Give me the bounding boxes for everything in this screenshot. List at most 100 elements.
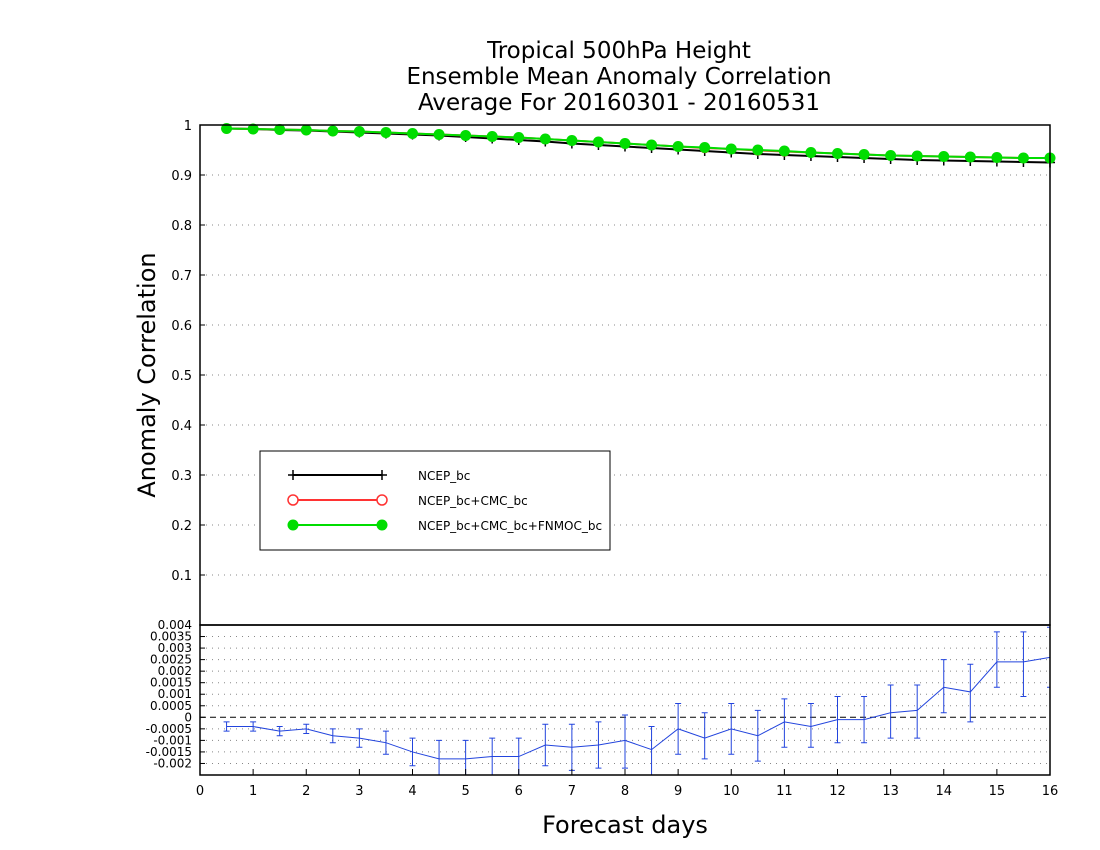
x-tick-label: 10 <box>723 784 740 799</box>
series-point-2 <box>300 124 312 136</box>
x-tick-label: 13 <box>882 784 899 799</box>
x-tick-label: 14 <box>935 784 952 799</box>
error-bar <box>382 730 389 755</box>
difference-line <box>226 656 1050 760</box>
legend-label-ncep-bc: NCEP_bc <box>418 469 470 483</box>
error-bar <box>489 737 496 775</box>
error-bar <box>754 709 761 762</box>
series-point-2 <box>566 135 578 146</box>
top-y-tick-label: 0.8 <box>171 219 192 234</box>
error-bar <box>728 702 735 755</box>
bottom-y-tick-label: -0.0015 <box>146 745 192 759</box>
legend-item-ncep-cmc-fnmoc: NCEP_bc+CMC_bc+FNMOC_bc <box>287 519 602 533</box>
error-bar <box>303 723 310 734</box>
series-point-2 <box>592 136 604 148</box>
bottom-y-tick-label: 0.002 <box>158 664 192 678</box>
series-point-2 <box>327 125 339 137</box>
bottom-y-tick-label: 0 <box>184 710 192 724</box>
x-tick-label: 3 <box>355 784 363 799</box>
series-point-2 <box>938 151 950 162</box>
bottom-y-tick-label: 0.0025 <box>150 653 192 667</box>
error-bar <box>356 728 363 748</box>
top-y-tick-label: 1 <box>184 119 192 134</box>
top-y-tick-label: 0.9 <box>171 169 192 184</box>
x-tick-label: 6 <box>515 784 523 799</box>
series-point-2 <box>353 126 365 137</box>
chart-title-line-3: Average For 20160301 - 20160531 <box>418 90 820 116</box>
error-bar <box>940 659 947 714</box>
error-bar <box>250 721 257 732</box>
series-point-2 <box>699 142 711 153</box>
axis-ticks: 0.10.20.30.40.50.60.70.80.91-0.002-0.001… <box>146 119 1059 799</box>
series-point-2 <box>274 124 286 135</box>
bottom-y-tick-label: 0.0035 <box>150 630 192 644</box>
x-tick-label: 7 <box>568 784 576 799</box>
x-tick-label: 0 <box>196 784 204 799</box>
top-y-tick-label: 0.2 <box>171 519 192 534</box>
bottom-y-tick-label: 0.003 <box>158 641 192 655</box>
series-point-2 <box>513 132 525 143</box>
series-point-2 <box>832 148 843 159</box>
error-bar <box>807 702 814 748</box>
series-point-2 <box>911 150 923 162</box>
series-line-0 <box>226 127 1051 164</box>
error-bar <box>967 663 974 723</box>
top-y-tick-label: 0.4 <box>171 419 192 434</box>
bottom-y-tick-label: 0.004 <box>158 618 192 632</box>
bottom-y-tick-label: -0.001 <box>153 733 192 747</box>
bottom-panel-series <box>223 626 1050 775</box>
error-bar <box>595 721 602 769</box>
top-y-tick-label: 0.5 <box>171 369 192 384</box>
series-point-2 <box>725 143 737 155</box>
series-point-2 <box>805 147 817 158</box>
bottom-panel-gridlines <box>200 636 1050 764</box>
top-y-tick-label: 0.3 <box>171 469 192 484</box>
x-tick-label: 4 <box>408 784 416 799</box>
x-tick-label: 1 <box>249 784 257 799</box>
series-point-2 <box>672 141 684 152</box>
difference-series <box>223 626 1050 775</box>
legend-label-ncep-cmc-fnmoc: NCEP_bc+CMC_bc+FNMOC_bc <box>418 519 602 533</box>
legend-item-ncep-bc: NCEP_bc <box>288 469 470 483</box>
series-point-2 <box>1017 152 1029 164</box>
top-y-tick-label: 0.7 <box>171 269 192 284</box>
series-point-2 <box>778 145 790 157</box>
error-bar <box>1020 631 1027 698</box>
bottom-y-tick-label: -0.0005 <box>146 722 192 736</box>
top-panel-series <box>221 123 1056 168</box>
series-point-2 <box>646 139 658 151</box>
series-point-2 <box>964 151 976 163</box>
x-tick-label: 8 <box>621 784 629 799</box>
series-point-2 <box>460 130 472 141</box>
bottom-y-tick-label: 0.0005 <box>150 699 192 713</box>
error-bar <box>701 712 708 760</box>
series-point-2 <box>858 149 870 160</box>
y-axis-title: Anomaly Correlation <box>133 252 161 497</box>
x-tick-label: 9 <box>674 784 682 799</box>
error-bar <box>887 684 894 739</box>
series-point-2 <box>539 133 551 145</box>
x-tick-label: 15 <box>989 784 1006 799</box>
series-point-2 <box>433 129 445 140</box>
bottom-y-tick-label: 0.0015 <box>150 676 192 690</box>
bottom-panel-frame <box>199 624 1051 776</box>
x-tick-label: 11 <box>776 784 793 799</box>
series-point-2 <box>247 123 259 135</box>
series-point-2 <box>619 138 631 149</box>
error-bar <box>276 726 283 737</box>
error-bar <box>675 702 682 755</box>
series-point-2 <box>752 144 764 156</box>
error-bar <box>1047 626 1050 688</box>
series-point-2 <box>991 152 1003 163</box>
legend-label-ncep-cmc: NCEP_bc+CMC_bc <box>418 494 528 508</box>
error-bar <box>861 696 868 744</box>
top-y-tick-label: 0.1 <box>171 569 192 584</box>
series-point-2 <box>380 127 392 138</box>
x-tick-label: 12 <box>829 784 846 799</box>
error-bar <box>542 723 549 767</box>
bottom-y-tick-label: -0.002 <box>153 756 192 770</box>
top-panel-gridlines <box>200 174 1050 576</box>
legend: NCEP_bc NCEP_bc+CMC_bc NCEP_bc+CMC_bc+FN… <box>259 450 611 551</box>
chart-title-line-1: Tropical 500hPa Height <box>486 38 751 64</box>
